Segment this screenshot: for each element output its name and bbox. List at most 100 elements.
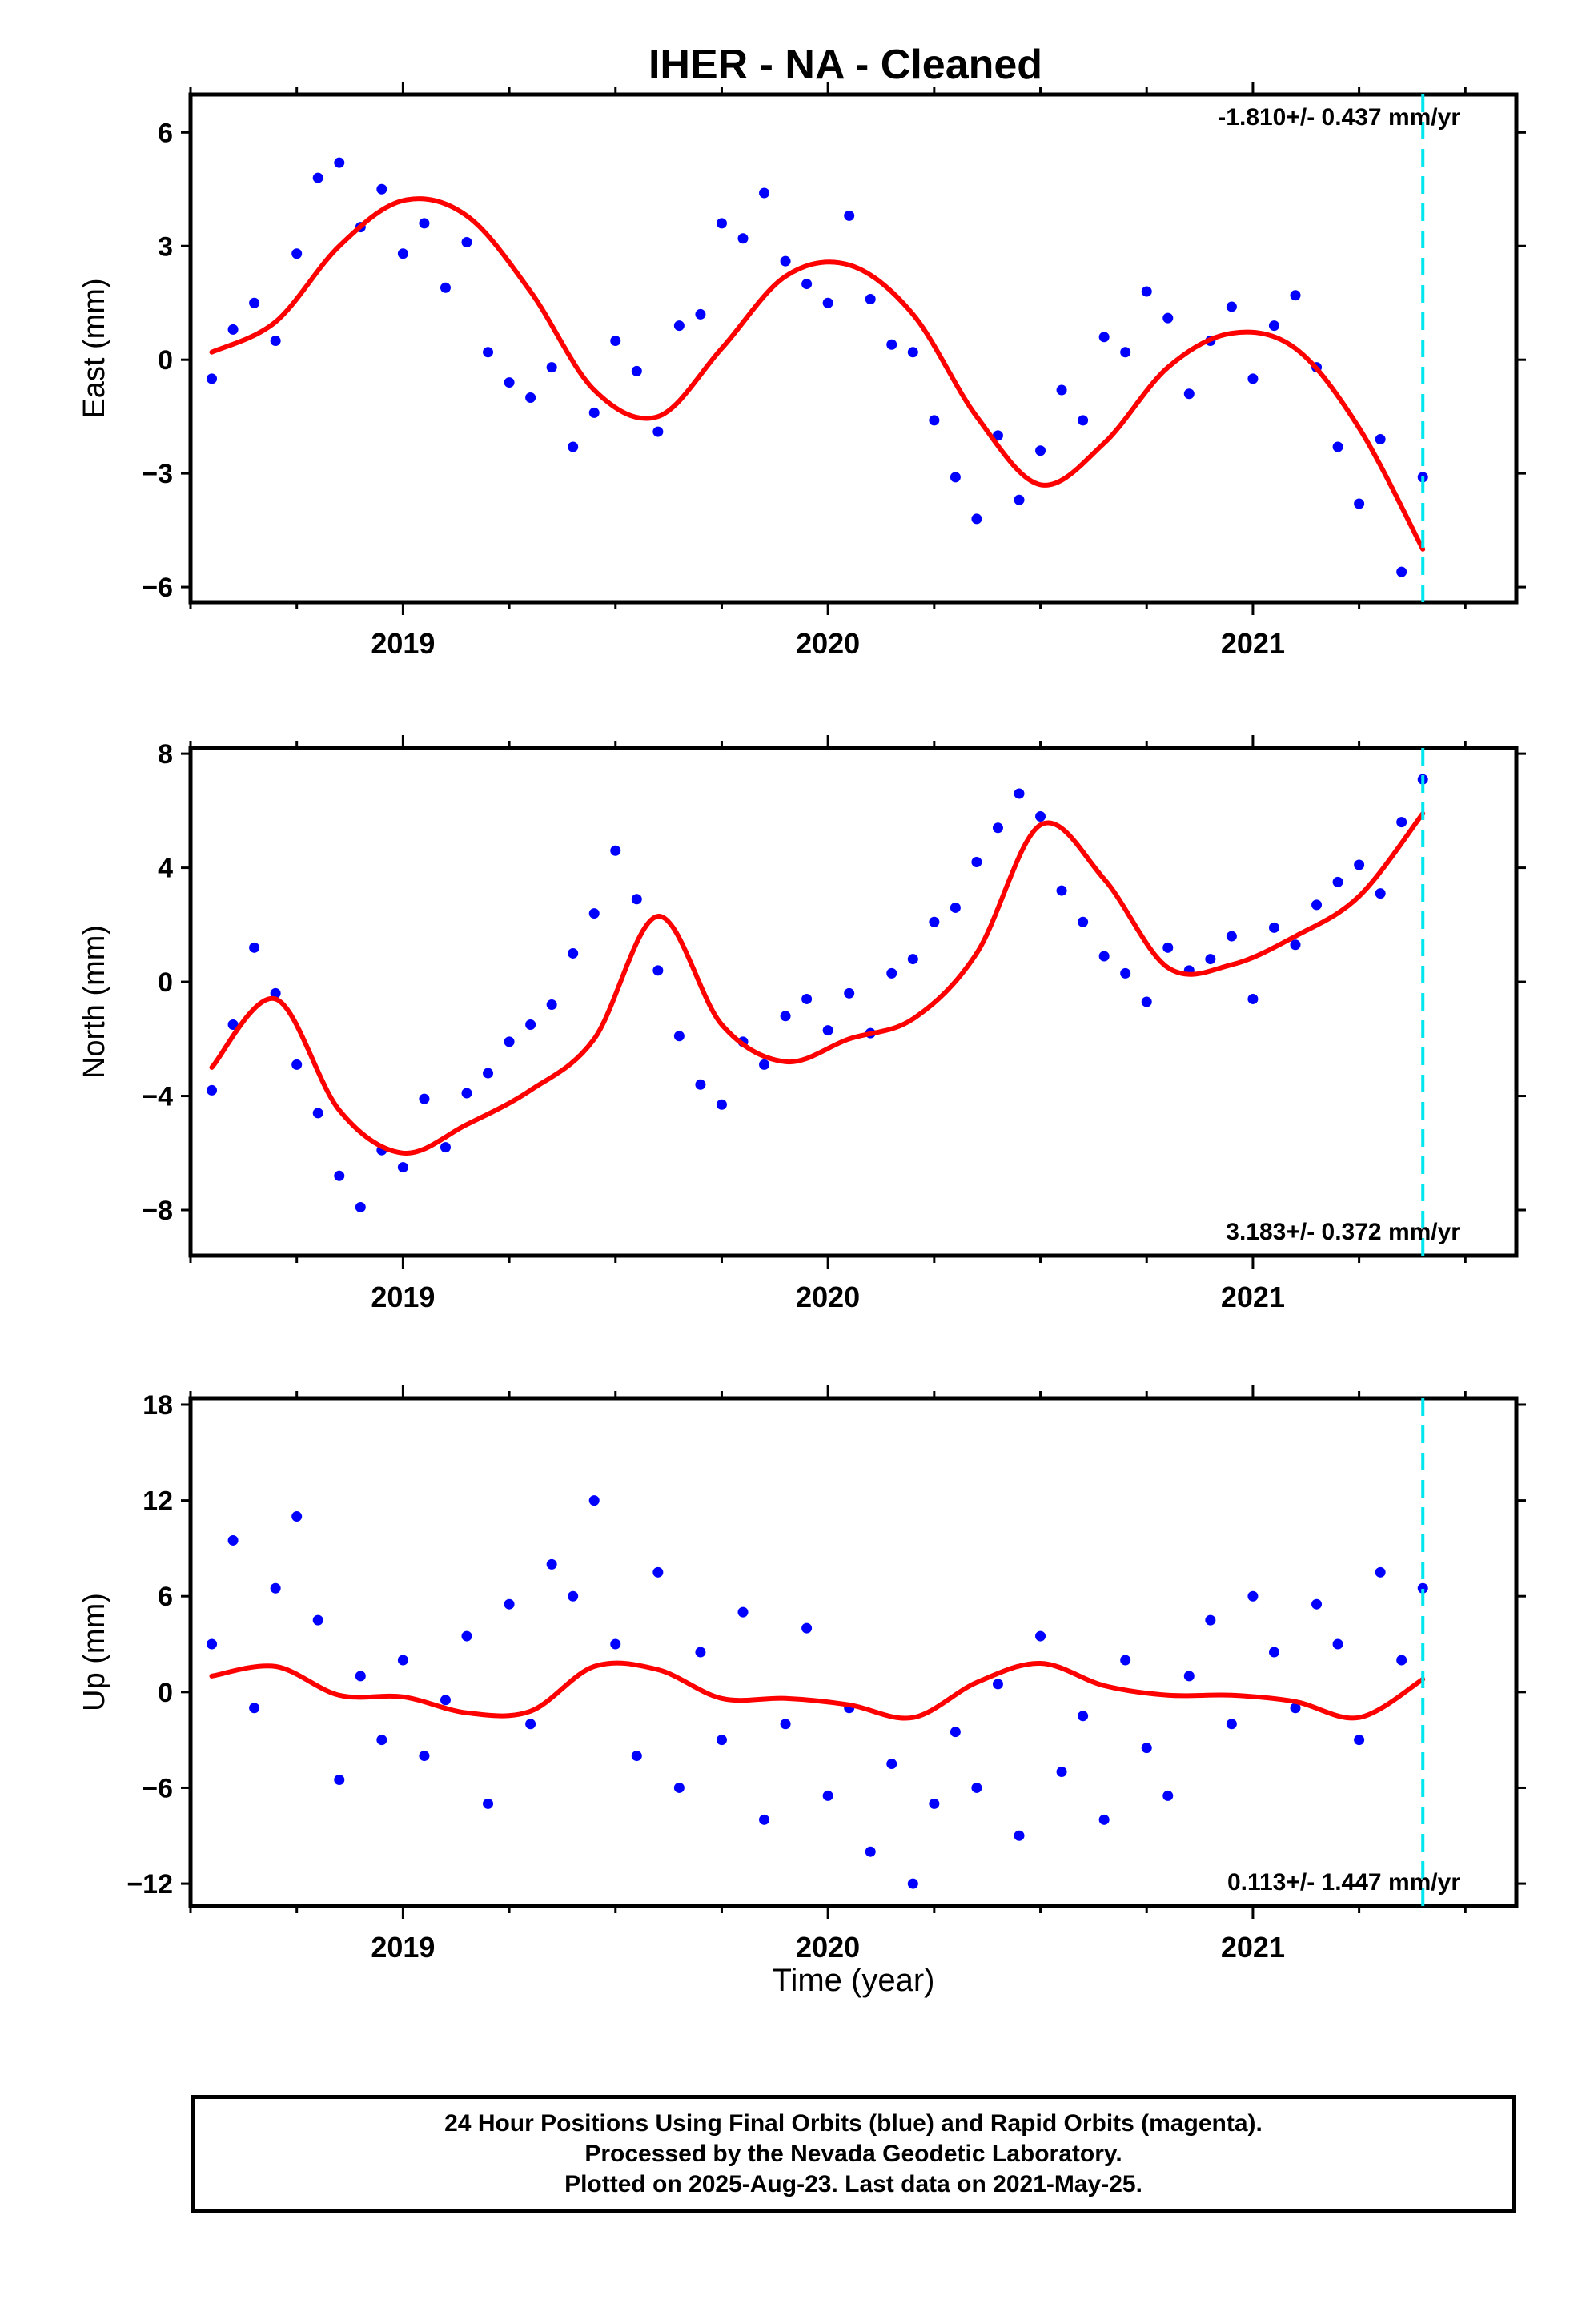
east-panel: −6 −3 0 3 6 2019 2020 2021 East (mm) -1.810+/- 0.…: [78, 82, 1526, 660]
data-point: [1396, 1655, 1407, 1666]
data-point: [376, 183, 387, 195]
x-tick-label: 2021: [1221, 1931, 1285, 1964]
data-point: [355, 1201, 366, 1212]
y-tick-label: 0: [158, 345, 173, 376]
data-point: [1354, 1735, 1365, 1746]
data-point: [716, 1099, 727, 1110]
data-point: [588, 1495, 600, 1506]
data-point: [546, 1558, 557, 1570]
data-point: [291, 1511, 303, 1522]
data-point: [1098, 951, 1110, 962]
data-point: [971, 1782, 982, 1793]
data-point: [631, 894, 642, 905]
y-axis-label: Up (mm): [78, 1593, 111, 1711]
x-tick-label: 2019: [371, 627, 435, 660]
plot-area: [207, 1398, 1428, 1906]
data-point: [950, 472, 961, 483]
x-tick-label: 2019: [371, 1931, 435, 1964]
data-point: [950, 902, 961, 913]
data-point: [610, 845, 621, 856]
up-panel: −12 −6 0 6 12 18 2019 2020 2021 Up (mm) 0.113+/- 1…: [78, 1385, 1526, 1964]
data-point: [1183, 388, 1195, 400]
y-tick-label: 18: [143, 1390, 173, 1421]
data-point: [1120, 1655, 1131, 1666]
data-point: [227, 1019, 239, 1030]
data-point: [780, 1719, 791, 1730]
data-point: [568, 947, 579, 959]
data-point: [419, 218, 430, 229]
data-point: [334, 1774, 345, 1785]
data-point: [207, 1084, 218, 1096]
data-point: [483, 347, 494, 358]
data-point: [780, 1011, 791, 1022]
x-tick-label: 2020: [796, 1281, 860, 1313]
data-point: [440, 1142, 451, 1153]
data-point: [1226, 1719, 1237, 1730]
data-point: [1078, 415, 1089, 426]
y-tick-label: 6: [158, 1582, 173, 1612]
data-point: [1141, 1743, 1152, 1754]
data-point: [1183, 1671, 1195, 1682]
y-tick-label: −6: [142, 1773, 173, 1803]
data-point: [461, 1088, 472, 1099]
data-point: [992, 1679, 1003, 1690]
velocity-label: 3.183+/- 0.372 mm/yr: [1226, 1219, 1460, 1245]
data-point: [1396, 566, 1407, 577]
x-axis-label: Time (year): [773, 1963, 935, 1998]
data-point: [822, 1025, 833, 1036]
data-point: [1375, 1566, 1386, 1578]
data-point: [419, 1751, 430, 1762]
data-point: [929, 1798, 940, 1809]
data-point: [1332, 441, 1343, 452]
data-point: [652, 965, 664, 976]
data-point: [1162, 942, 1174, 953]
y-tick-label: 0: [158, 967, 173, 998]
data-point: [355, 1671, 366, 1682]
data-point: [1311, 899, 1323, 911]
data-point: [249, 1703, 260, 1714]
data-point: [504, 1598, 515, 1610]
data-point: [440, 282, 451, 293]
data-point: [610, 1638, 621, 1650]
data-point: [483, 1798, 494, 1809]
data-point: [334, 1170, 345, 1181]
plot-frame: [188, 92, 1519, 605]
data-point: [249, 297, 260, 308]
data-point: [1226, 931, 1237, 942]
fit-curve: [209, 810, 1426, 1156]
data-point: [568, 441, 579, 452]
data-point: [1098, 332, 1110, 343]
data-point: [1035, 1630, 1046, 1642]
data-point: [1014, 788, 1025, 799]
data-point: [1078, 916, 1089, 927]
data-point: [801, 1622, 813, 1634]
y-axis-label: East (mm): [78, 278, 111, 418]
data-point: [1056, 1767, 1067, 1778]
data-point: [1332, 1638, 1343, 1650]
data-point: [652, 426, 664, 437]
data-point: [1226, 301, 1237, 312]
data-point: [270, 987, 281, 999]
data-point: [695, 1079, 706, 1090]
data-point: [929, 916, 940, 927]
data-point: [716, 218, 727, 229]
data-point: [1247, 1590, 1259, 1602]
data-point: [1375, 434, 1386, 445]
data-point: [525, 1019, 536, 1030]
y-tick-label: 6: [158, 118, 173, 148]
y-tick-label: 3: [158, 231, 173, 262]
data-point: [312, 172, 323, 183]
data-point: [249, 942, 260, 953]
data-point: [801, 279, 813, 290]
footer-line-processed: Processed by the Nevada Geodetic Laborat…: [584, 2141, 1122, 2167]
plot-frame: [188, 746, 1519, 1258]
data-point: [673, 320, 685, 332]
footer-line-plotted: Plotted on 2025-Aug-23. Last data on 202…: [564, 2171, 1142, 2197]
data-point: [737, 1606, 749, 1618]
data-point: [397, 1655, 408, 1666]
footer-caption-box: 24 Hour Positions Using Final Orbits (bl…: [191, 2095, 1516, 2213]
x-tick-label: 2020: [796, 1931, 860, 1964]
data-point: [992, 822, 1003, 834]
data-point: [673, 1782, 685, 1793]
data-point: [886, 339, 897, 350]
